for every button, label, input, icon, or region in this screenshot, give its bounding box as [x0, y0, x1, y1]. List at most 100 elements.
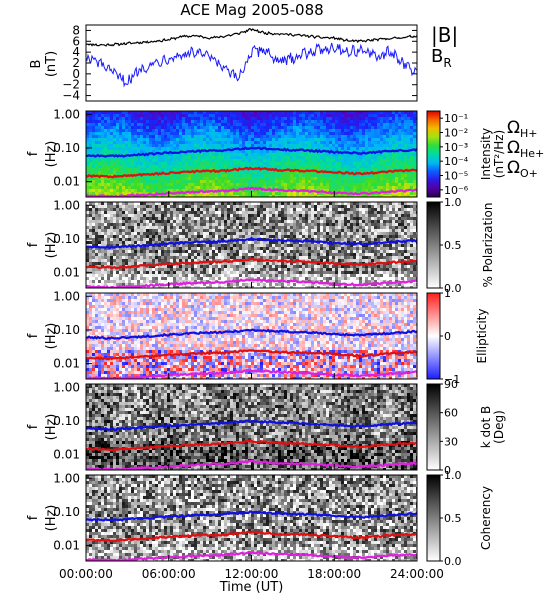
colorbar-tick-label: 0	[444, 330, 451, 343]
field-ytick-label: −4	[62, 89, 80, 103]
colorbar-tick-label: 10⁻⁴	[444, 155, 469, 168]
colorbar-tick-label: 0	[444, 464, 451, 477]
freq-ytick-label: 1.00	[53, 380, 80, 394]
freq-ylabel: f	[26, 242, 41, 247]
colorbar-tick-label: −1	[444, 373, 460, 386]
gyro-h-plus	[86, 510, 417, 523]
freq-ylabel: f	[26, 424, 41, 429]
gyro-he-plus	[86, 439, 417, 452]
colorbar-label: Intensity	[479, 128, 493, 180]
legend-br: BR	[431, 46, 452, 70]
legend-btotal: |B|	[431, 23, 458, 47]
colorbar-tick-label: 60	[444, 407, 458, 420]
freq-ytick-label: 1.00	[53, 198, 80, 212]
legend-br-main: B	[431, 46, 443, 67]
gyro-o-plus	[86, 368, 417, 379]
time-axis-label: Time (UT)	[219, 580, 284, 595]
gyro-h-plus	[86, 146, 417, 158]
colorbar-polarization	[426, 201, 441, 289]
gyro-he-plus	[86, 257, 417, 270]
field-ytick-label: 6	[72, 34, 80, 48]
gyro-legend-sub: He+	[520, 147, 544, 160]
field-ytick-label: 8	[72, 23, 80, 37]
colorbar-label: (nT²/Hz)	[492, 130, 506, 178]
time-tick-label: 12:00:00	[225, 567, 279, 581]
freq-ytick-label: 0.01	[53, 266, 80, 280]
freq-ylabel-unit: (Hz)	[44, 232, 59, 259]
freq-ytick-label: 1.00	[53, 107, 80, 121]
gyro-legend: ΩH+ΩHe+ΩO+	[507, 118, 544, 180]
colorbar-tick-label: 10⁻¹	[444, 112, 468, 125]
gyro-o-plus	[86, 186, 417, 197]
freq-ytick-label: 1.00	[53, 471, 80, 485]
gyro-he-plus	[86, 349, 417, 361]
panel-polarization: 1.00 0.10 0.01 f (Hz) 1.0 0.5 0.0 % Polarization	[26, 196, 495, 295]
gyro-o-plus	[86, 278, 417, 288]
colorbar-label: Ellipticity	[475, 309, 489, 364]
gyro-o-plus	[86, 550, 417, 561]
colorbar-tick-label: 10⁻⁶	[444, 184, 469, 197]
freq-ytick-label: 0.10	[53, 323, 80, 337]
colorbar-kdotb	[426, 383, 441, 471]
freq-ytick-label: 0.01	[53, 448, 80, 462]
colorbar-label: Coherency	[479, 486, 493, 550]
freq-ylabel: f	[26, 333, 41, 338]
colorbar-coherency	[426, 474, 441, 562]
freq-ylabel: f	[26, 151, 41, 156]
colorbar-tick-label: 0.5	[444, 512, 462, 525]
colorbar-ellipticity	[426, 292, 441, 380]
series-br	[85, 42, 418, 88]
field-plot-area	[86, 25, 417, 101]
heatmap-kdotb	[86, 384, 417, 470]
field-axes-frame	[85, 24, 418, 102]
freq-ytick-label: 0.01	[53, 357, 80, 371]
field-ylabel-unit: (nT)	[44, 51, 59, 77]
colorbar-tick-label: 1.0	[444, 469, 462, 482]
time-tick-label: 00:00:00	[59, 567, 113, 581]
gyro-he-plus	[86, 166, 417, 179]
colorbar-tick-label: 1	[444, 287, 451, 300]
colorbar-label: % Polarization	[481, 203, 495, 288]
colorbar-tick-label: 0.5	[444, 239, 462, 252]
colorbar-tick-label: 90	[444, 378, 458, 391]
freq-ytick-label: 1.00	[53, 289, 80, 303]
gyro-legend-he-plus: ΩHe+	[507, 138, 544, 160]
gyro-legend-sub: H+	[520, 127, 538, 140]
time-tick-label: 06:00:00	[142, 567, 196, 581]
field-ylabel: B	[29, 60, 44, 69]
freq-ylabel: f	[26, 515, 41, 520]
heatmap-coherency	[86, 475, 417, 561]
gyro-o-plus	[86, 459, 417, 470]
gyro-legend-o-plus: ΩO+	[507, 158, 538, 180]
gyro-legend-symbol: Ω	[507, 118, 520, 138]
gyro-legend-sub: O+	[520, 167, 538, 180]
colorbar-tick-label: 1.0	[444, 196, 462, 209]
gyro-h-plus	[86, 236, 417, 250]
gyro-h-plus	[86, 419, 417, 432]
colorbar-tick-label: 10⁻²	[444, 127, 468, 140]
legend-br-sub: R	[443, 56, 451, 70]
gyro-h-plus	[86, 328, 417, 340]
colorbar-tick-label: 10⁻⁵	[444, 170, 468, 183]
field-ytick-label: 0	[72, 67, 80, 81]
freq-ylabel-unit: (Hz)	[44, 414, 59, 441]
series-btotal	[85, 28, 418, 47]
colorbar-intensity	[426, 110, 441, 198]
freq-ylabel-unit: (Hz)	[44, 323, 59, 350]
freq-ylabel-unit: (Hz)	[44, 505, 59, 532]
colorbar-label: (Deg)	[492, 410, 506, 444]
panel-intensity: 1.00 0.10 0.01 f (Hz) 10⁻¹ 10⁻²10⁻³10⁻⁴ 10⁻⁵10⁻…	[26, 107, 506, 198]
heatmap-intensity	[86, 111, 417, 197]
colorbar-label: k dot B	[479, 406, 493, 448]
panel-kdotb: 1.00 0.10 0.01 f (Hz) 90 60 30 0 k dot B (Deg)	[26, 378, 506, 477]
freq-ytick-label: 0.10	[53, 232, 80, 246]
freq-ytick-label: 0.10	[53, 414, 80, 428]
freq-ylabel-unit: (Hz)	[44, 141, 59, 168]
colorbar-tick-label: 30	[444, 435, 458, 448]
heatmap-polarization	[86, 202, 417, 288]
gyro-legend-h-plus: ΩH+	[507, 118, 538, 140]
figure-title: ACE Mag 2005-088	[180, 1, 323, 19]
panel-coherency: 1.00 0.10 0.01 f (Hz) 1.0 0.5 0.0 Coherency	[26, 469, 493, 568]
